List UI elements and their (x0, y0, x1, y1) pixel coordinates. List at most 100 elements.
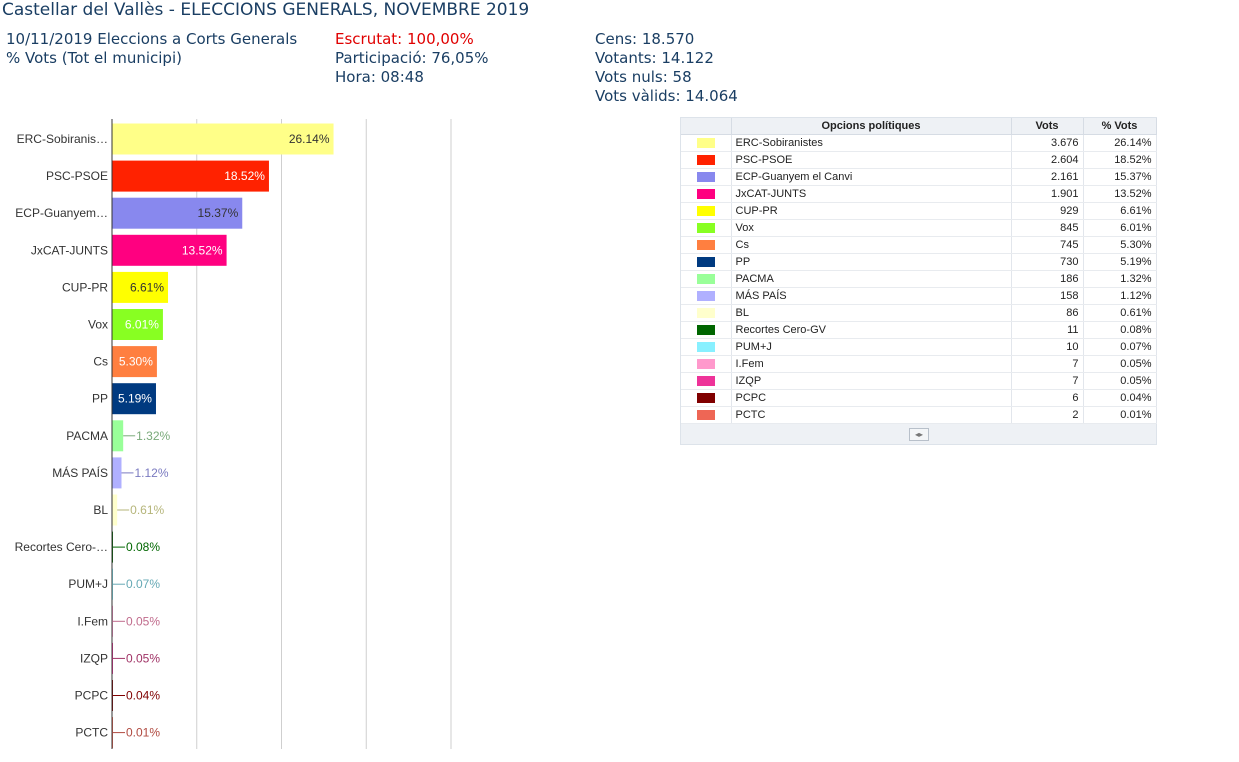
party-color-swatch (696, 393, 715, 404)
party-percent: 5.19% (1083, 253, 1157, 271)
table-row[interactable]: PACMA 186 1.32% (681, 270, 1157, 288)
table-row[interactable]: JxCAT-JUNTS 1.901 13.52% (681, 185, 1157, 203)
data-label: 0.08% (126, 540, 160, 554)
category-label: PACMA (66, 429, 108, 443)
chart-bar (112, 123, 334, 155)
escrutat-value: Escrutat: 100,00% (335, 30, 474, 48)
data-label: 0.05% (126, 614, 160, 628)
party-percent: 26.14% (1083, 134, 1157, 152)
party-name: BL (731, 304, 1012, 322)
category-label: PCPC (75, 689, 109, 703)
data-label: 26.14% (289, 132, 330, 146)
party-votes: 158 (1011, 287, 1084, 305)
table-row[interactable]: Recortes Cero-GV 11 0.08% (681, 321, 1157, 339)
count-status: Escrutat: 100,00% Participació: 76,05% H… (335, 30, 489, 87)
table-row[interactable]: PSC-PSOE 2.604 18.52% (681, 151, 1157, 169)
party-swatch-cell (681, 304, 732, 322)
party-votes: 745 (1011, 236, 1084, 254)
table-row[interactable]: BL 86 0.61% (681, 304, 1157, 322)
party-percent: 1.12% (1083, 287, 1157, 305)
party-name: I.Fem (731, 355, 1012, 373)
party-votes: 6 (1011, 389, 1084, 407)
table-row[interactable]: IZQP 7 0.05% (681, 372, 1157, 390)
table-row[interactable]: PCPC 6 0.04% (681, 389, 1157, 407)
votes-column-header[interactable]: Vots (1011, 118, 1084, 135)
table-row[interactable]: PUM+J 10 0.07% (681, 338, 1157, 356)
party-votes: 186 (1011, 270, 1084, 288)
party-color-swatch (696, 240, 715, 251)
category-label: PUM+J (68, 577, 108, 591)
table-row[interactable]: PP 730 5.19% (681, 253, 1157, 271)
vote-scope: % Vots (Tot el municipi) (6, 49, 182, 67)
party-color-swatch (696, 376, 715, 387)
chart-bar (112, 234, 227, 266)
party-votes: 11 (1011, 321, 1084, 339)
data-label: 6.61% (130, 280, 164, 294)
data-label: 0.05% (126, 651, 160, 665)
chart-bar (112, 160, 269, 192)
party-percent: 13.52% (1083, 185, 1157, 203)
party-color-swatch (696, 155, 715, 166)
table-row[interactable]: PCTC 2 0.01% (681, 406, 1157, 424)
table-row[interactable]: Vox 845 6.01% (681, 219, 1157, 237)
party-percent: 0.07% (1083, 338, 1157, 356)
page-title: Castellar del Vallès - ELECCIONS GENERAL… (2, 0, 530, 20)
party-percent: 0.08% (1083, 321, 1157, 339)
party-color-swatch (696, 172, 715, 183)
election-info: 10/11/2019 Eleccions a Corts Generals % … (6, 30, 297, 68)
party-color-swatch (696, 257, 715, 268)
census-info: Cens: 18.570 Votants: 14.122 Vots nuls: … (595, 30, 738, 106)
table-row[interactable]: MÁS PAÍS 158 1.12% (681, 287, 1157, 305)
party-name: ECP-Guanyem el Canvi (731, 168, 1012, 186)
data-label: 5.19% (118, 392, 152, 406)
party-swatch-cell (681, 185, 732, 203)
party-name: Recortes Cero-GV (731, 321, 1012, 339)
party-name: Vox (731, 219, 1012, 237)
chart-bar (112, 420, 124, 452)
data-label: 0.07% (126, 577, 160, 591)
party-votes: 2.604 (1011, 151, 1084, 169)
category-label: CUP-PR (62, 280, 108, 294)
category-label: BL (93, 503, 108, 517)
party-column-header[interactable]: Opcions polítiques (731, 118, 1012, 135)
vots-valids-value: Vots vàlids: 14.064 (595, 87, 738, 105)
party-swatch-cell (681, 253, 732, 271)
party-votes: 7 (1011, 355, 1084, 373)
participacio-value: Participació: 76,05% (335, 49, 489, 67)
party-name: PACMA (731, 270, 1012, 288)
category-label: Vox (88, 318, 108, 332)
chart-bar (112, 383, 156, 415)
party-color-swatch (696, 308, 715, 319)
chart-bar (112, 494, 118, 526)
results-table: Opcions polítiques Vots % Vots ERC-Sobir… (680, 117, 1157, 445)
swatch-column-header (681, 118, 732, 135)
category-label: ERC-Sobiranis… (17, 132, 108, 146)
pager-control[interactable]: ◂▸ (909, 428, 929, 441)
percent-column-header[interactable]: % Vots (1083, 118, 1157, 135)
category-label: ECP-Guanyem… (15, 206, 108, 220)
party-percent: 0.05% (1083, 355, 1157, 373)
table-row[interactable]: CUP-PR 929 6.61% (681, 202, 1157, 220)
table-row[interactable]: ERC-Sobiranistes 3.676 26.14% (681, 134, 1157, 152)
category-label: IZQP (80, 651, 108, 665)
table-row[interactable]: I.Fem 7 0.05% (681, 355, 1157, 373)
category-label: PCTC (75, 726, 108, 740)
party-swatch-cell (681, 372, 732, 390)
data-label: 1.12% (134, 466, 168, 480)
party-swatch-cell (681, 168, 732, 186)
party-percent: 6.61% (1083, 202, 1157, 220)
party-percent: 5.30% (1083, 236, 1157, 254)
table-row[interactable]: ECP-Guanyem el Canvi 2.161 15.37% (681, 168, 1157, 186)
table-footer: ◂▸ (681, 424, 1156, 444)
party-swatch-cell (681, 219, 732, 237)
party-votes: 86 (1011, 304, 1084, 322)
party-votes: 10 (1011, 338, 1084, 356)
category-label: Recortes Cero-… (15, 540, 108, 554)
party-percent: 0.04% (1083, 389, 1157, 407)
election-name: 10/11/2019 Eleccions a Corts Generals (6, 30, 298, 48)
hora-value: Hora: 08:48 (335, 68, 424, 86)
vots-nuls-value: Vots nuls: 58 (595, 68, 692, 86)
category-label: JxCAT-JUNTS (31, 243, 108, 257)
table-row[interactable]: Cs 745 5.30% (681, 236, 1157, 254)
data-label: 0.61% (130, 503, 164, 517)
